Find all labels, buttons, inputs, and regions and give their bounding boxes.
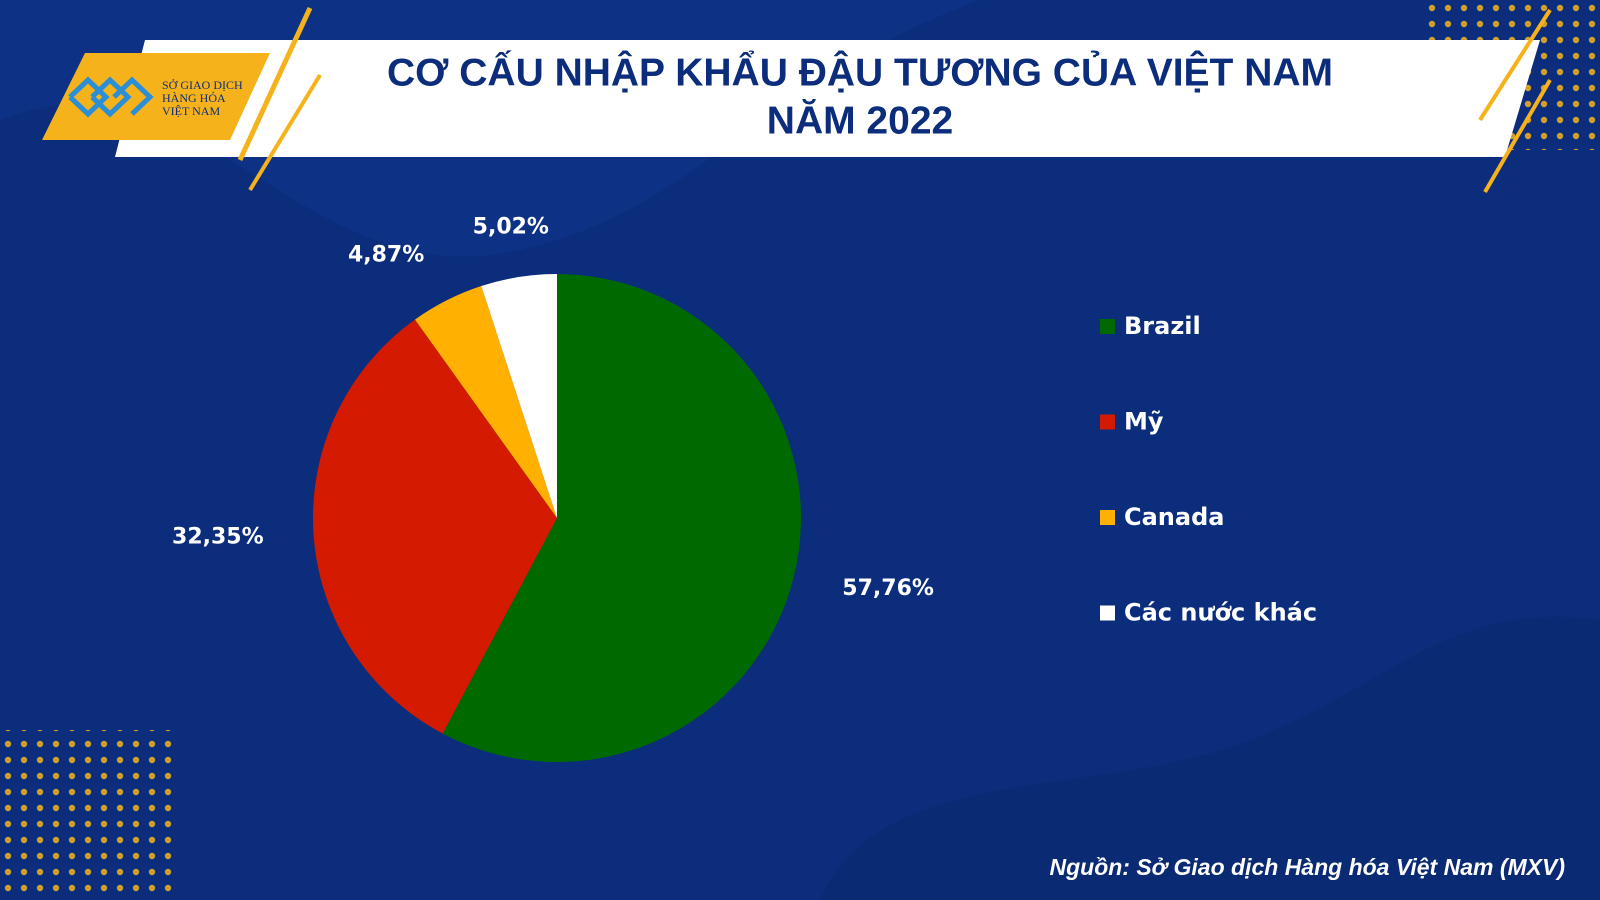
pie-slice — [442, 274, 802, 763]
legend-swatch — [1100, 319, 1115, 334]
legend-label: Các nước khác — [1124, 599, 1317, 627]
decor-stripe — [1478, 8, 1552, 122]
data-label: 57,76% — [842, 576, 934, 601]
pie-slice — [313, 319, 557, 734]
legend-swatch — [1100, 605, 1115, 621]
legend-label: Mỹ — [1124, 408, 1164, 436]
logo-icon — [68, 76, 154, 118]
decor-stripe — [237, 6, 313, 162]
legend-swatch — [1100, 510, 1115, 525]
legend: Brazil Mỹ Canada Các nước khác — [1100, 312, 1317, 627]
decor-stripe — [248, 73, 322, 192]
background-wave — [820, 616, 1600, 900]
data-label: 5,02% — [473, 215, 549, 240]
data-label: 32,35% — [172, 525, 264, 550]
logo-text: VIỆT NAM — [162, 104, 220, 118]
data-label: 4,87% — [348, 243, 424, 268]
chart-title: CƠ CẤU NHẬP KHẨU ĐẬU TƯƠNG CỦA VIỆT NAM — [387, 49, 1333, 94]
logo-text: SỞ GIAO DỊCH — [162, 78, 243, 92]
title-banner — [115, 40, 1540, 157]
chart-title: NĂM 2022 — [767, 98, 953, 142]
decor-dots — [0, 730, 180, 900]
logo-text: HÀNG HÓA — [162, 91, 226, 105]
legend-swatch — [1100, 414, 1115, 430]
decor-stripe — [1483, 78, 1552, 194]
pie-slice — [481, 274, 557, 518]
legend-label: Brazil — [1124, 312, 1201, 340]
logo-box — [42, 53, 270, 140]
source-note: Nguồn: Sở Giao dịch Hàng hóa Việt Nam (M… — [1049, 854, 1565, 880]
pie-slice — [414, 286, 557, 518]
legend-label: Canada — [1124, 503, 1224, 531]
pie-chart: 57,76% 32,35% 4,87% 5,02% — [172, 215, 934, 763]
